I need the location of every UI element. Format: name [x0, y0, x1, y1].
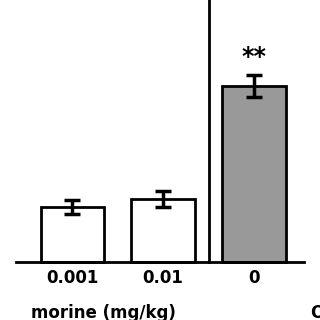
Bar: [41, 207, 104, 262]
Bar: [132, 199, 195, 262]
Text: **: **: [242, 44, 267, 68]
Bar: [222, 86, 286, 262]
Text: morine (mg/kg): morine (mg/kg): [31, 304, 176, 320]
Text: Oxo: Oxo: [310, 304, 320, 320]
